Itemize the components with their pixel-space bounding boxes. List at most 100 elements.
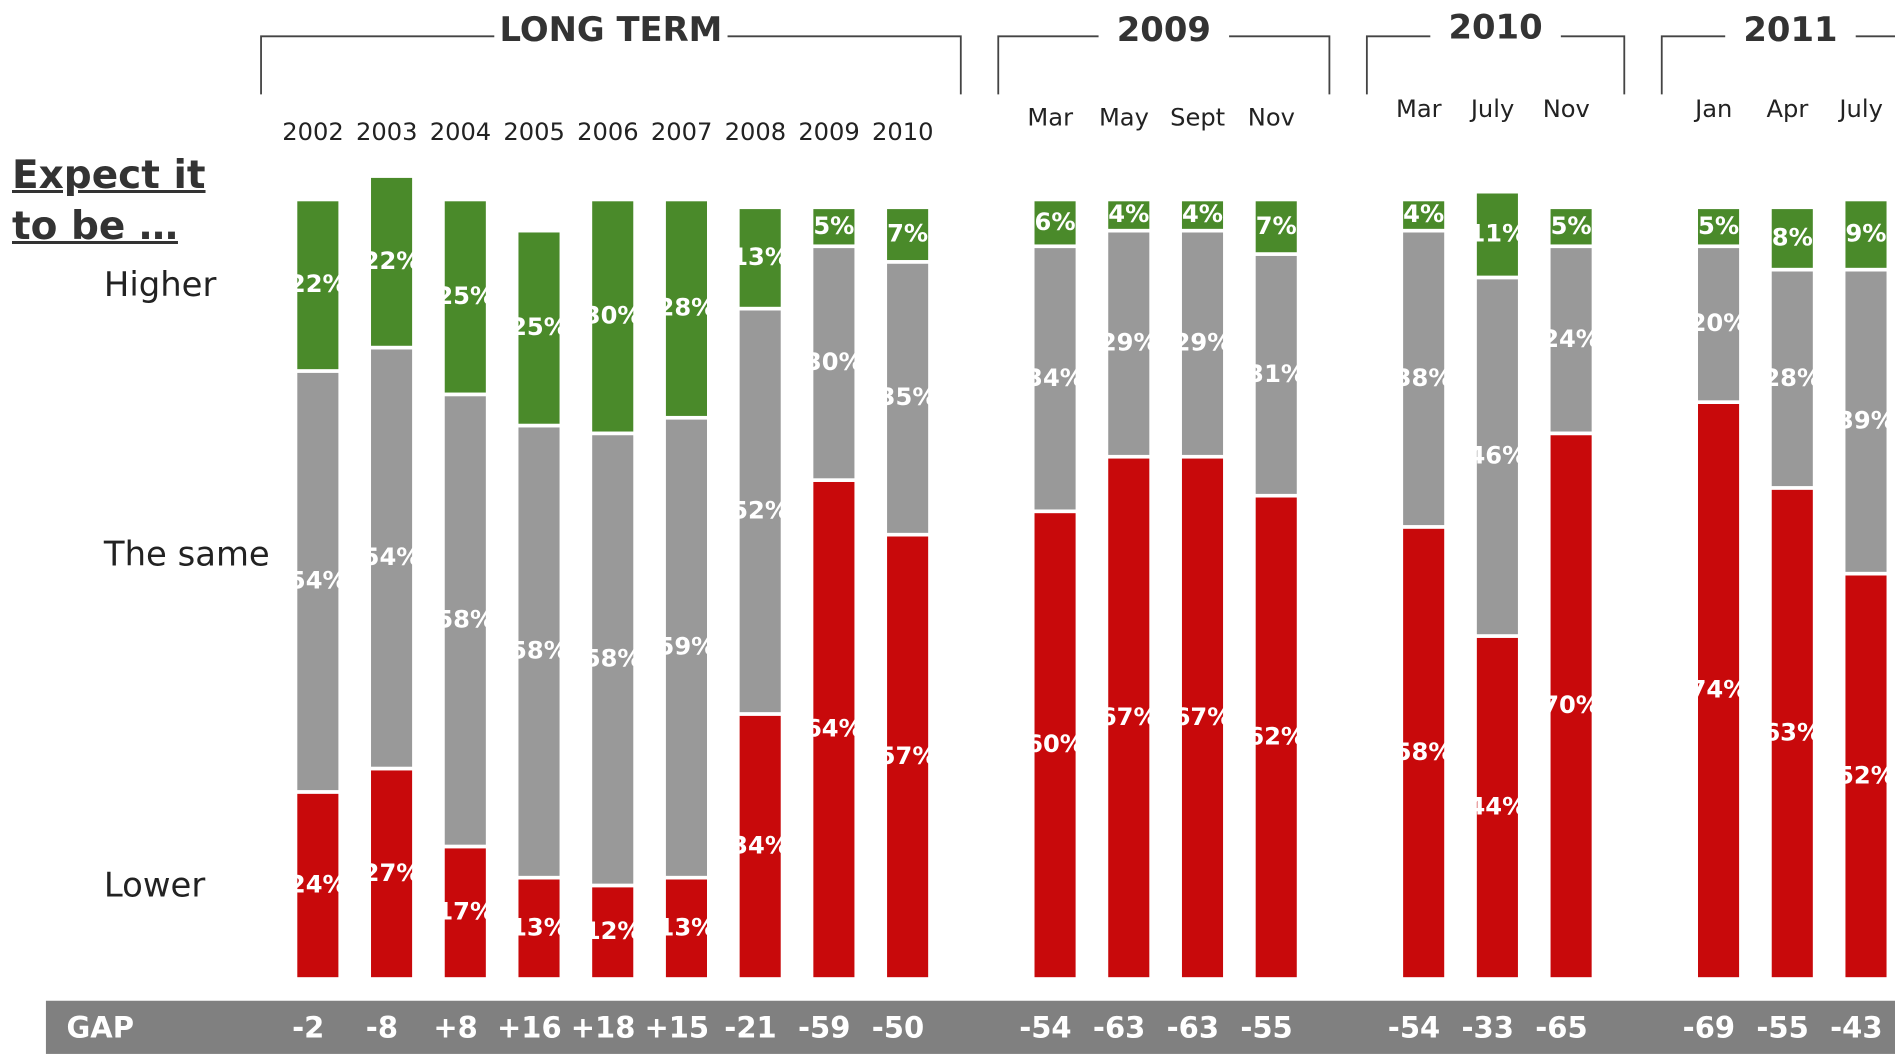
- gap-value: -2: [292, 1011, 324, 1045]
- data-label: 38%: [1395, 364, 1453, 392]
- x-tick-label: July: [1837, 95, 1882, 123]
- data-label: 7%: [1256, 212, 1297, 240]
- group-label: 2009: [1117, 10, 1211, 49]
- gap-value: -43: [1830, 1011, 1882, 1045]
- data-label: 31%: [1247, 360, 1305, 388]
- bar-segment: [809, 205, 859, 249]
- data-label: 6%: [1035, 208, 1076, 236]
- bar-segment: [588, 883, 637, 981]
- bar-segment: [1399, 228, 1448, 529]
- bar-segment: [736, 712, 785, 981]
- bar-segment: [1104, 228, 1153, 459]
- gap-value: -54: [1019, 1011, 1071, 1045]
- bar-segment: [662, 875, 711, 981]
- data-label: 35%: [879, 383, 937, 411]
- data-label: 54%: [289, 566, 347, 594]
- bar-segment: [293, 197, 343, 373]
- data-label: 30%: [584, 301, 642, 329]
- bar-segment: [1546, 244, 1596, 436]
- bar-segment: [1252, 252, 1301, 498]
- gap-value: -33: [1462, 1011, 1514, 1045]
- bar-segment: [1694, 205, 1743, 249]
- group-label: 2010: [1448, 8, 1542, 47]
- bar-segment: [883, 260, 932, 537]
- data-label: 64%: [805, 715, 863, 743]
- data-label: 67%: [1100, 703, 1158, 731]
- bar-segment: [809, 244, 859, 482]
- gap-value: -50: [872, 1011, 924, 1045]
- data-label: 63%: [1763, 718, 1821, 746]
- data-label: 25%: [436, 282, 494, 310]
- data-label: 46%: [1468, 442, 1526, 470]
- bar-segment: [514, 423, 564, 880]
- data-label: 52%: [1837, 761, 1895, 789]
- data-label: 59%: [658, 633, 716, 661]
- bar-segment: [1768, 267, 1817, 490]
- gap-value: +16: [497, 1011, 562, 1045]
- gap-value: +18: [571, 1011, 636, 1045]
- x-tick-label: Nov: [1248, 104, 1295, 132]
- data-label: 7%: [887, 220, 928, 248]
- x-tick-label: 2008: [725, 118, 786, 146]
- gap-value: -8: [366, 1011, 398, 1045]
- data-label: 58%: [510, 637, 568, 665]
- bar-segment: [662, 197, 711, 420]
- bracket-mask: [1430, 16, 1561, 51]
- data-label: 13%: [510, 913, 568, 941]
- data-label: 58%: [584, 644, 642, 672]
- data-label: 4%: [1182, 200, 1223, 228]
- bar-segment: [1252, 197, 1301, 256]
- bracket-mask: [1098, 16, 1230, 51]
- bar-segment: [293, 369, 343, 794]
- bracket-mask: [494, 16, 728, 51]
- x-tick-label: 2004: [430, 118, 491, 146]
- bar-segment: [1030, 509, 1080, 981]
- bar-segment: [1768, 486, 1817, 981]
- bar-segment: [1473, 189, 1522, 280]
- bar-segment: [293, 790, 343, 981]
- legend-label: Lower: [104, 866, 205, 905]
- chart-title: Expect it to be …: [12, 153, 206, 249]
- x-tick-label: 2006: [577, 118, 638, 146]
- data-label: 57%: [879, 742, 937, 770]
- data-label: 13%: [658, 913, 716, 941]
- legend-label: Higher: [104, 265, 217, 304]
- data-label: 30%: [805, 348, 863, 376]
- data-label: 20%: [1690, 309, 1748, 337]
- data-label: 28%: [658, 294, 716, 322]
- gap-value: -54: [1388, 1011, 1440, 1045]
- data-label: 34%: [1026, 364, 1084, 392]
- gap-value: -65: [1535, 1011, 1587, 1045]
- x-tick-label: Jan: [1693, 95, 1732, 123]
- x-tick-label: May: [1099, 104, 1149, 132]
- x-tick-label: July: [1469, 95, 1514, 123]
- data-label: 27%: [363, 859, 421, 887]
- data-label: 54%: [363, 543, 421, 571]
- bar-segment: [367, 174, 416, 350]
- gap-value: -55: [1240, 1011, 1292, 1045]
- bar-segment: [1694, 400, 1743, 981]
- bar-segment: [1178, 197, 1227, 233]
- x-tick-label: 2010: [872, 118, 933, 146]
- bar-segment: [1546, 205, 1596, 249]
- bar-segment: [1399, 525, 1448, 981]
- gap-title: GAP: [66, 1011, 134, 1045]
- bar-segment: [809, 478, 859, 981]
- data-label: 67%: [1174, 703, 1232, 731]
- data-label: 58%: [436, 605, 494, 633]
- bar-segment: [441, 392, 490, 849]
- data-label: 58%: [1395, 738, 1453, 766]
- bar-segment: [514, 228, 564, 428]
- data-label: 44%: [1468, 793, 1526, 821]
- data-label: 29%: [1100, 329, 1158, 357]
- data-label: 22%: [289, 270, 347, 298]
- group-label: 2011: [1743, 10, 1837, 49]
- gap-value: -21: [724, 1011, 776, 1045]
- bar-segment: [441, 197, 490, 397]
- bar-segment: [441, 844, 490, 981]
- data-label: 52%: [731, 496, 789, 524]
- data-label: 60%: [1026, 730, 1084, 758]
- bar-segment: [588, 197, 637, 436]
